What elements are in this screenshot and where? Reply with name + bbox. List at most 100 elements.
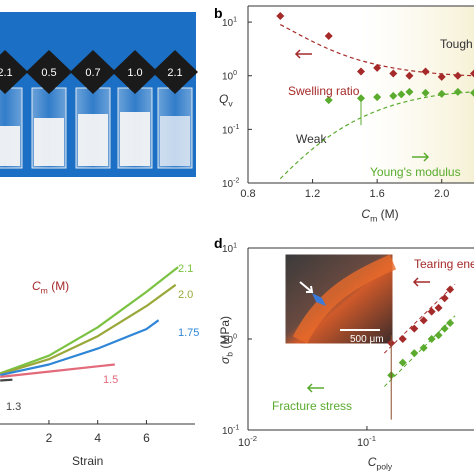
y-tick-label: 100: [222, 334, 237, 347]
chart-c: 2 4 6 Strain Cm (M) 2.1 2.0 1.75 1.5 1.3: [0, 263, 199, 468]
tough-label: Tough: [440, 37, 473, 51]
tearing-point: [398, 335, 407, 343]
vial-gel: [78, 114, 108, 166]
y-tick-label: 10-1: [222, 425, 239, 438]
swelling-point: [357, 67, 365, 76]
vial-label: 2.1: [167, 67, 182, 79]
tearing-point: [419, 316, 428, 325]
fracture-point: [446, 318, 455, 327]
y-tick-label: 101: [222, 243, 237, 256]
vial: 0.7: [70, 50, 116, 169]
x-tick-label: 10-1: [357, 434, 376, 449]
curve-label: 1.5: [103, 374, 118, 386]
fracture-point: [427, 335, 436, 343]
vial-cap: [0, 50, 28, 94]
y-tick-label: 100: [222, 70, 237, 83]
y-tick-label: 10-2: [222, 178, 239, 191]
tough-region: [361, 6, 474, 183]
x-tick-label: 1.6: [369, 188, 384, 200]
vial-gel: [120, 112, 150, 166]
vial-group: 2.1 0.5 0.7 1.0 2.1: [0, 50, 198, 169]
fracture-label: Fracture stress: [272, 399, 352, 413]
swelling-point: [453, 71, 462, 80]
vial-cap: [70, 50, 116, 94]
inset-micrograph: 500 μm: [284, 253, 397, 345]
vial-gel: [0, 126, 20, 166]
panel-label-b: b: [214, 5, 223, 21]
x-tick-label: 2.0: [434, 188, 449, 200]
fracture-arrow: [306, 383, 324, 393]
vial-cap: [152, 50, 198, 94]
fracture-point: [398, 358, 407, 367]
chart-b: 0.8 1.2 1.6 2.0 10-2 10-1 100 101 Qv Cm (M) Tough W…: [219, 5, 474, 223]
inset-arrow-icon: [299, 281, 314, 293]
vial-gel: [160, 116, 190, 166]
curve-2-0: [0, 283, 177, 376]
modulus-point: [453, 87, 462, 96]
swelling-point: [276, 11, 285, 20]
x-tick-label: 10-2: [238, 434, 257, 449]
curve-1-75: [0, 319, 160, 377]
modulus-point: [389, 91, 398, 100]
curve-label: 1.75: [178, 327, 199, 339]
y-axis-label: Qv: [219, 92, 233, 108]
x-axis-label: Strain: [72, 454, 103, 468]
swelling-point: [373, 63, 382, 72]
swelling-point: [421, 67, 430, 76]
y-tick-label: 101: [222, 17, 237, 30]
tearing-label: Tearing ene: [414, 257, 474, 271]
modulus-point: [397, 90, 406, 99]
scale-bar-label: 500 μm: [350, 334, 384, 345]
y-axis-label: σb (MPa): [218, 316, 234, 364]
x-tick-label: 0.8: [240, 188, 255, 200]
modulus-point: [470, 88, 474, 97]
curve-1-3: [0, 378, 13, 382]
tearing-fit-line: [383, 283, 456, 354]
swelling-fit-line: [280, 24, 474, 77]
vial-label: 0.7: [85, 67, 100, 79]
swelling-point: [470, 69, 474, 78]
curve-label: 2.0: [178, 289, 193, 301]
swelling-point: [389, 69, 398, 78]
swelling-label: Swelling ratio: [288, 84, 360, 98]
modulus-point: [405, 87, 414, 96]
modulus-label: Young's modulus: [370, 165, 461, 179]
tearing-point: [440, 294, 449, 303]
swelling-point: [405, 71, 414, 80]
x-tick-label: 1.2: [305, 188, 320, 200]
vial-label: 0.5: [41, 67, 56, 79]
x-axis-label: Cpoly: [368, 455, 393, 471]
curve-2-1: [0, 266, 179, 375]
x-tick-label: 4: [94, 431, 101, 445]
fracture-point: [419, 343, 428, 352]
curve-label: 2.1: [178, 263, 193, 275]
inset-blue-spot: [312, 293, 326, 306]
curve-1-5: [0, 363, 115, 378]
vial-gel: [34, 118, 64, 166]
tearing-point: [446, 285, 455, 294]
x-axis-label: Cm (M): [361, 207, 398, 223]
vial: 2.1: [0, 50, 28, 169]
modulus-arrow: [412, 152, 430, 162]
fracture-point: [410, 349, 419, 358]
vial-cap: [26, 50, 72, 94]
modulus-point: [324, 96, 333, 105]
curve-label: 1.3: [6, 401, 21, 413]
swelling-arrow: [294, 49, 312, 59]
vial-label: 1.0: [127, 67, 142, 79]
modulus-point: [437, 89, 446, 98]
fracture-point: [434, 331, 443, 340]
modulus-point: [373, 93, 382, 102]
fracture-fit-line: [383, 315, 456, 387]
fracture-point: [440, 324, 449, 333]
y-tick-label: 10-1: [222, 124, 239, 137]
tearing-point: [434, 303, 443, 312]
panel-label-d: d: [214, 235, 223, 251]
x-tick-label: 6: [143, 431, 150, 445]
modulus-point: [421, 88, 430, 97]
tearing-arrow: [412, 277, 430, 287]
swelling-point: [437, 72, 446, 81]
tearing-point: [427, 307, 436, 316]
